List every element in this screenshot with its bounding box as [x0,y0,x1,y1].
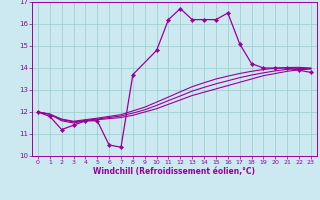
X-axis label: Windchill (Refroidissement éolien,°C): Windchill (Refroidissement éolien,°C) [93,167,255,176]
